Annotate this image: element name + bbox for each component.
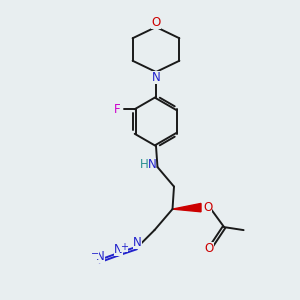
Text: N: N bbox=[148, 158, 157, 171]
Text: O: O bbox=[152, 16, 160, 29]
Text: −: − bbox=[91, 249, 99, 259]
Text: F: F bbox=[113, 103, 120, 116]
Text: O: O bbox=[203, 201, 212, 214]
Text: N: N bbox=[152, 71, 160, 84]
Text: H: H bbox=[140, 158, 148, 171]
Text: N: N bbox=[133, 236, 142, 249]
Text: N: N bbox=[114, 243, 123, 256]
Text: +: + bbox=[120, 242, 128, 252]
Polygon shape bbox=[172, 203, 201, 212]
Text: O: O bbox=[205, 242, 214, 255]
Text: N: N bbox=[96, 250, 105, 263]
